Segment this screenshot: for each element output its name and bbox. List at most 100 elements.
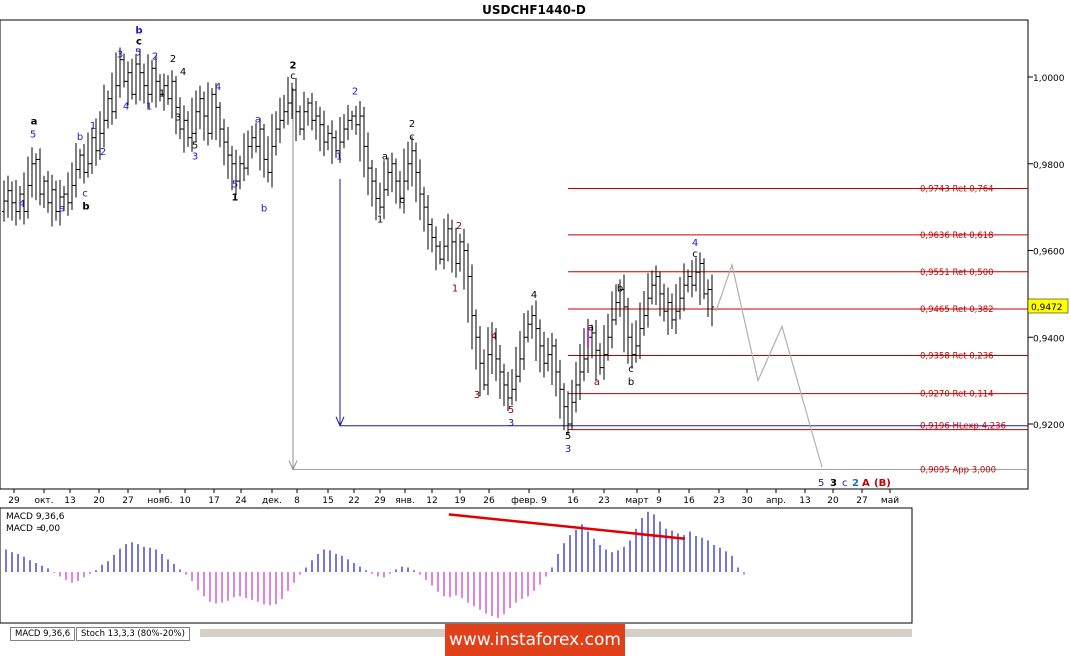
price-bar [434,226,438,271]
price-bar [298,105,302,136]
wave-label: b [82,201,89,212]
price-bar [602,325,606,380]
wave-label: 1 [377,214,383,225]
price-bar [410,136,414,187]
macd-value: 0,00 [40,524,60,534]
tab-stoch[interactable]: Stoch 13,3,3 (80%-20%) [76,627,190,641]
price-bar [510,369,514,406]
price-bar [662,283,666,322]
wave-label: 3 [474,390,480,401]
price-bar [82,143,86,184]
price-bar [702,258,706,300]
price-bar [230,145,234,191]
price-bar [334,130,338,158]
forecast-wave-c: c [842,478,848,489]
wave-label: 2 [290,60,297,71]
wave-label: 5 [30,130,36,141]
wave-label: c [628,364,634,375]
price-bar [118,47,122,98]
price-bar [486,327,490,396]
price-bar [498,344,502,400]
price-bar [166,75,170,105]
price-bar [110,72,114,125]
price-bar [642,291,646,336]
price-bar [186,111,190,147]
x-tick-label: янв. [395,496,414,506]
price-bar [54,180,58,221]
price-bar [686,269,690,293]
price-bar [558,359,562,419]
price-bar [226,126,230,179]
x-tick-label: 16 [683,496,695,506]
price-bar [562,383,566,431]
price-bar [362,106,366,178]
price-bar [454,227,458,278]
x-tick-label: 26 [483,496,495,506]
x-tick-label: 23 [713,496,724,506]
forecast-wave-B: (B) [874,478,891,489]
price-bar [674,284,678,334]
price-bar [682,263,686,312]
current-price-badge [1027,298,1069,314]
fib-level-label: 0,9636 Ret 0,618 [920,231,994,241]
price-bar [106,90,110,129]
x-tick-label: 17 [208,496,219,506]
price-bar [238,155,242,190]
x-tick-label: май [881,496,899,506]
price-bar [322,110,326,157]
price-bar [214,83,218,141]
price-bar [462,228,466,290]
price-bar [338,116,342,163]
price-bar [650,270,654,305]
price-bar [330,120,334,164]
price-bar [310,92,314,131]
price-bar [242,133,246,182]
price-bar [278,97,282,144]
price-bar [246,130,250,176]
price-bar [326,125,330,151]
price-bar [478,326,482,397]
forecast-wave-A: A [862,478,870,489]
price-bar [358,100,362,162]
fib-level-label: 0,9358 Ret 0,236 [920,351,994,361]
price-bar [190,97,194,152]
price-bar [398,170,402,209]
price-bar [74,142,78,198]
wave-label: b [261,203,267,214]
price-bar [202,91,206,141]
price-bar [594,319,598,381]
price-bar [270,113,274,188]
price-bar [638,302,642,360]
wave-label: a [255,115,261,126]
price-bar [446,213,450,262]
wave-label: 1 [232,193,239,204]
wave-label: 5 [232,180,238,191]
x-tick-label: 19 [454,496,466,506]
price-bar [174,76,178,135]
wave-label: 2 [352,86,358,97]
wave-label: 5 [565,431,571,442]
price-bar [490,322,494,375]
price-bar [102,84,106,148]
wave-label: a [59,203,65,214]
x-tick-label: окт. [34,496,53,506]
y-tick-label: 0,9400 [1033,334,1065,344]
wave-label: 4 [215,82,221,93]
price-bar [658,271,662,317]
forecast-wave-2: 2 [852,478,859,489]
x-tick-label: 9 [656,496,662,506]
price-bar [234,149,238,196]
price-bar [426,195,430,250]
wave-label: 5 [135,47,141,58]
price-bar [42,175,46,208]
price-bar [698,252,702,305]
wave-label: 5 [508,405,514,416]
projection-arrows [288,87,345,471]
fib-level-label: 0,9551 Ret 0,500 [920,268,994,278]
price-bar [514,346,518,402]
fib-level-label: 0,9270 Ret 0,114 [920,390,994,400]
tab-macd[interactable]: MACD 9,36,6 [10,627,76,641]
fib-level-label: 0,9743 Ret 0,764 [920,184,994,194]
price-bar [94,118,98,166]
